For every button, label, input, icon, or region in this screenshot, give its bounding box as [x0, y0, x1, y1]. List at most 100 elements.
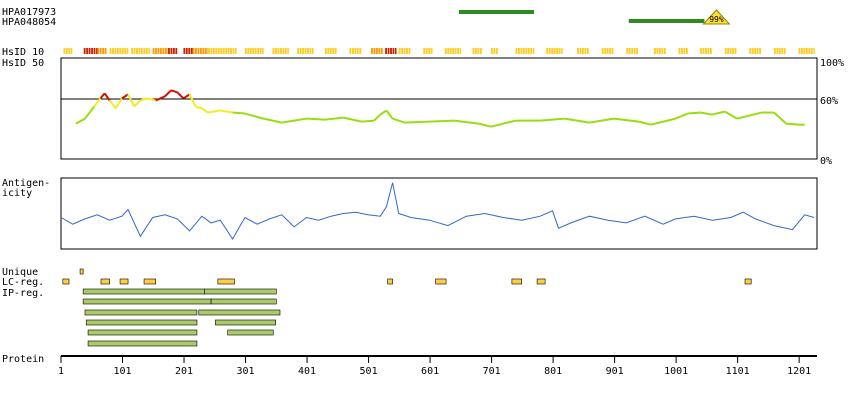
hsid-segment-28 — [681, 48, 683, 54]
hsid-segment-30 — [729, 48, 732, 54]
hsid-segment-25 — [611, 48, 614, 54]
hsid-segment-22 — [522, 48, 525, 54]
hsid-segment-3 — [114, 48, 117, 54]
hsid-segment-4 — [148, 48, 150, 54]
hsid-segment-8 — [202, 48, 205, 54]
hsid-segment-6 — [175, 48, 178, 54]
hsid-segment-15 — [371, 48, 373, 54]
protein-tick-label-2: 201 — [175, 366, 193, 377]
identity-segment-13 — [164, 89, 172, 98]
antigenicity-label-1: Antigen- — [2, 178, 50, 189]
hsid-segment-26 — [633, 48, 636, 54]
hsid-segment-31 — [754, 48, 757, 54]
hsid-segment-30 — [724, 48, 727, 54]
hsid-segment-3 — [119, 48, 122, 54]
hsid-segment-9 — [208, 48, 210, 54]
antibody-bars: 99% — [458, 9, 731, 25]
lc-region-3 — [143, 278, 157, 285]
identity-segment-8 — [127, 93, 136, 107]
hsid-segment-7 — [183, 48, 186, 54]
hsid-segment-13 — [324, 48, 327, 54]
antibody-bar-1 — [458, 10, 535, 14]
hsid-segment-13 — [334, 48, 337, 54]
hsid-segment-13 — [329, 48, 332, 54]
protein-axis-ticks: 1 101 201 301 401 501 601 701 801 901 1001 1101 1201 — [58, 356, 811, 377]
hsid-segment-8 — [197, 48, 200, 54]
hsid-segment-19 — [459, 48, 462, 54]
identity-segment-5 — [108, 99, 117, 110]
hsid-segment-9 — [210, 48, 213, 54]
lc-region-5 — [387, 278, 393, 285]
hsid-segment-8 — [204, 48, 207, 54]
lc-region-6 — [435, 278, 447, 285]
hsid-segment-1 — [93, 48, 96, 54]
hsid-segment-15 — [378, 48, 381, 54]
hsid-segment-20 — [479, 48, 482, 54]
identity-segment-46 — [662, 117, 676, 123]
hsid-segment-23 — [546, 48, 549, 54]
hsid-segment-20 — [477, 48, 480, 54]
identity-segment-37 — [478, 122, 492, 128]
identity-segment-36 — [453, 119, 479, 125]
hsid-segment-0 — [70, 48, 73, 54]
hsid-segment-27 — [656, 48, 659, 54]
hsid-segment-29 — [705, 48, 707, 54]
hsid-segment-26 — [628, 48, 631, 54]
lc-region-1 — [100, 278, 110, 285]
hsid-segment-17 — [401, 48, 404, 54]
identity-segment-24 — [263, 117, 283, 124]
hsid-segment-28 — [683, 48, 686, 54]
hsid-segment-32 — [773, 48, 776, 54]
lc-region-0 — [62, 278, 70, 285]
hsid-segment-18 — [425, 48, 428, 54]
hsid-segment-33 — [801, 48, 803, 54]
hsid-segment-12 — [299, 48, 302, 54]
hsid-segment-10 — [252, 48, 255, 54]
hsid-segment-31 — [759, 48, 762, 54]
hsid-segment-8 — [195, 48, 197, 54]
ip-region-7 — [215, 319, 276, 326]
identity-segment-20 — [207, 109, 221, 114]
hsid-segment-15 — [375, 48, 378, 54]
unique-label: Unique — [2, 267, 38, 278]
hsid-segment-3 — [126, 48, 129, 54]
identity-segment-19 — [201, 107, 209, 114]
hsid-segment-23 — [553, 48, 556, 54]
identity-segment-34 — [404, 120, 430, 124]
protein-tick-label-1: 101 — [113, 366, 131, 377]
hsid-segment-17 — [408, 48, 411, 54]
hsid-segment-23 — [556, 48, 559, 54]
hsid-segment-19 — [454, 48, 457, 54]
hsid-segment-24 — [577, 48, 579, 54]
antigenicity-panel — [60, 177, 818, 250]
hsid-segment-20 — [472, 48, 475, 54]
identity-segment-10 — [140, 97, 147, 102]
hsid-segment-5 — [162, 48, 165, 54]
hsid-segment-30 — [732, 48, 734, 54]
identity-segment-52 — [736, 114, 750, 120]
hsid-segment-17 — [406, 48, 408, 54]
hsid-segment-32 — [776, 48, 779, 54]
identity-segment-48 — [687, 111, 701, 115]
hsid-segment-12 — [302, 48, 304, 54]
identity-segment-4 — [103, 92, 111, 101]
region-tracks — [62, 268, 752, 347]
hsid-segment-29 — [702, 48, 705, 54]
hsid-segment-22 — [525, 48, 528, 54]
hsid-segment-29 — [709, 48, 712, 54]
ip-region-3 — [210, 298, 277, 305]
hsid-segment-25 — [606, 48, 609, 54]
hsid-segment-0 — [68, 48, 71, 54]
antibody-badge-triangle — [702, 9, 731, 25]
hsid-segment-27 — [661, 48, 664, 54]
hsid-segment-33 — [798, 48, 801, 54]
hsid-segment-11 — [287, 48, 289, 54]
hsid-segment-25 — [609, 48, 611, 54]
hsid-segment-4 — [138, 48, 141, 54]
identity-segment-42 — [589, 117, 615, 124]
hsid-segment-9 — [227, 48, 230, 54]
identity-segment-7 — [121, 93, 129, 100]
hsid-segment-2 — [97, 48, 100, 54]
hsid-segment-13 — [327, 48, 330, 54]
hsid-segment-1 — [88, 48, 91, 54]
